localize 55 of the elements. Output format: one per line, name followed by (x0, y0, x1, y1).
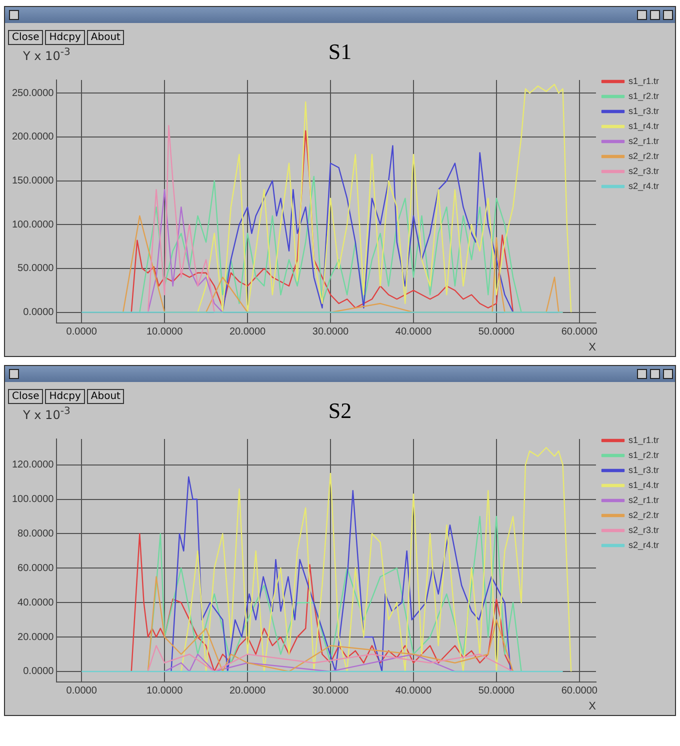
x-tick-label: 50.0000 (478, 326, 515, 338)
y-tick-label: 200.0000 (12, 132, 54, 143)
text: Hdcpy (45, 389, 85, 404)
y-tick-label: 40.0000 (18, 597, 54, 608)
y-tick-label: 60.0000 (18, 562, 54, 574)
x-tick-label: 20.0000 (229, 686, 266, 697)
legend-label: s1_r4.tr (628, 120, 660, 131)
x-tick-label: 20.0000 (229, 326, 266, 338)
legend-label: s2_r4.tr (628, 540, 660, 550)
text: About (86, 389, 124, 404)
y-tick-label: 250.0000 (12, 88, 54, 99)
x-tick-label: 60.0000 (561, 326, 598, 338)
x-axis-title: X (588, 700, 597, 712)
legend-label: s2_r4.tr (628, 180, 660, 191)
x-tick-label: 10.0000 (146, 686, 184, 697)
y-axis-title: Y x 10$^{-3}$ (23, 47, 70, 63)
chart-title: S2 (328, 398, 352, 423)
x-tick-label: 0.0000 (66, 326, 98, 338)
y-tick-label: 0.0000 (23, 307, 54, 318)
y-tick-label: 120.0000 (12, 460, 54, 471)
x-tick-label: 30.0000 (312, 686, 350, 697)
x-tick-label: 30.0000 (312, 326, 350, 338)
x-tick-label: 50.0000 (478, 686, 515, 697)
text: About (86, 30, 124, 45)
legend-label: s2_r2.tr (628, 510, 660, 520)
legend-label: s2_r1.tr (628, 494, 660, 505)
legend-label: s2_r3.tr (628, 524, 660, 535)
legend-label: s1_r2.tr (628, 450, 660, 460)
x-tick-label: 60.0000 (561, 686, 598, 697)
x-tick-label: 10.0000 (146, 326, 184, 338)
legend-label: s1_r1.tr (628, 434, 660, 445)
legend-label: s1_r2.tr (628, 90, 660, 101)
legend-label: s1_r3.tr (628, 464, 660, 475)
y-tick-label: 100.0000 (12, 494, 54, 506)
x-tick-label: 40.0000 (395, 326, 432, 338)
x-tick-label: 0.0000 (66, 686, 98, 697)
legend-label: s1_r3.tr (628, 106, 660, 116)
y-tick-label: 100.0000 (12, 219, 54, 230)
legend-label: s2_r3.tr (628, 166, 660, 176)
y-tick-label: 150.0000 (12, 176, 54, 187)
text: Hdcpy (45, 30, 85, 45)
y-tick-label: 50.0000 (18, 263, 54, 274)
legend-label: s1_r1.tr (628, 76, 660, 86)
legend-label: s1_r4.tr (628, 480, 660, 490)
x-tick-label: 40.0000 (395, 686, 432, 697)
chart-title: S1 (328, 39, 352, 64)
y-axis-title: Y x 10$^{-3}$ (23, 406, 70, 422)
text: Close (8, 389, 44, 404)
legend-label: s2_r1.tr (628, 136, 660, 146)
legend-label: s2_r2.tr (628, 150, 660, 161)
x-axis-title: X (588, 341, 597, 354)
y-tick-label: 0.0000 (23, 666, 54, 678)
y-tick-label: 80.0000 (18, 528, 54, 540)
y-tick-label: 20.0000 (18, 632, 54, 643)
text: Close (8, 30, 44, 45)
